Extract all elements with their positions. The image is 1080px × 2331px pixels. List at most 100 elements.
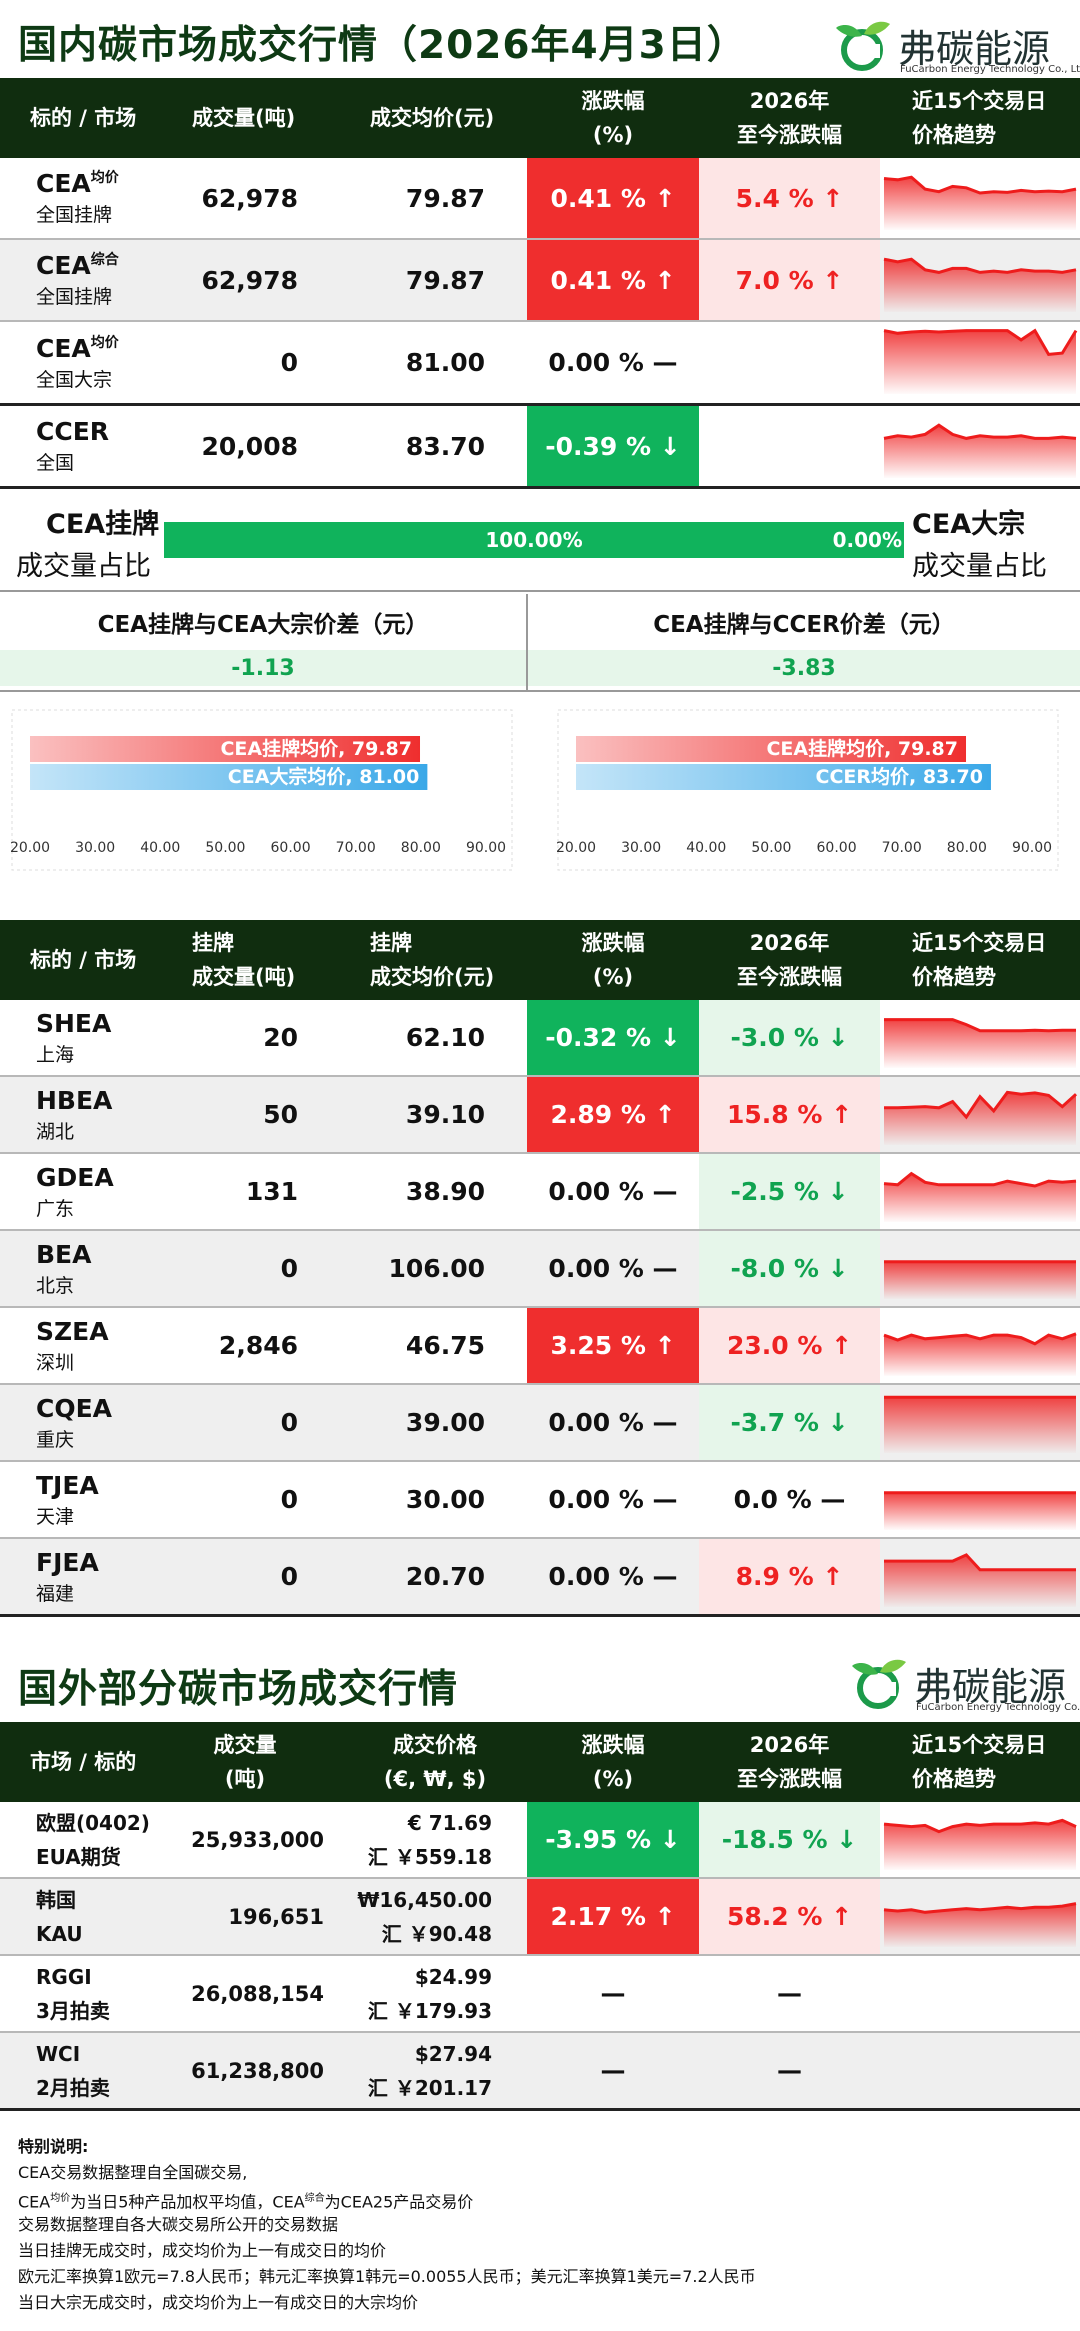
header-price-line2: 成交均价(元) (370, 965, 495, 989)
change-value: 3.25 % ↑ (527, 1308, 699, 1383)
share-bar-fill (164, 522, 904, 558)
header-ytd-line1: 2026年 (749, 931, 830, 955)
note-line: 交易数据整理自各大碳交易所公开的交易数据 (18, 2215, 339, 2234)
chart-tick-label: 50.00 (205, 840, 245, 856)
header-price: 挂牌 成交均价(元) (370, 920, 494, 1000)
change-value: 2.17 % ↑ (527, 1879, 699, 1954)
market-name: 全国 (36, 452, 75, 474)
market-name: 韩国 (36, 1887, 76, 1912)
market-name: 上海 (36, 1043, 75, 1066)
market-name: 福建 (36, 1582, 75, 1605)
note-line: CEA交易数据整理自全国碳交易, (18, 2163, 248, 2182)
ytd-value: — (777, 2056, 802, 2085)
price-value: $27.94 (414, 2041, 492, 2066)
chart-tick-label: 60.00 (817, 840, 857, 856)
trend-area (884, 1333, 1076, 1376)
price-value: 38.90 (405, 1177, 485, 1206)
header-ytd-line2: 至今涨跌幅 (737, 965, 842, 989)
table-row: CCER 全国 20,008 83.70 -0.39 % ↓ (0, 406, 1080, 489)
header-trend: 近15个交易日 价格趋势 (912, 78, 1046, 158)
header-price-line1: 挂牌 (370, 931, 412, 955)
foreign-table-header: 市场 / 标的 成交量 (吨) 成交价格 (€, ₩, $) 涨跌幅 (%) 2… (0, 1722, 1080, 1802)
chart-tick-label: 50.00 (751, 840, 791, 856)
trend-sparkline (883, 328, 1078, 394)
change-value: -0.32 % ↓ (527, 1000, 699, 1075)
price-value: 79.87 (405, 183, 485, 213)
trend-area (884, 330, 1076, 394)
market-name: 北京 (36, 1274, 75, 1297)
instrument-cell: HBEA 湖北 (36, 1077, 112, 1152)
trend-sparkline (882, 1962, 1078, 2024)
market-name: 湖北 (36, 1120, 75, 1143)
domestic-table-header: 标的 / 市场 成交量(吨) 成交均价(元) 涨跌幅 (%) 2026年 至今涨… (0, 78, 1080, 158)
foreign-title: 国外部分碳市场成交行情 (18, 1667, 459, 1712)
trend-line (883, 175, 1077, 195)
instrument-cell: BEA 北京 (36, 1231, 91, 1306)
note-line: CEA均价为当日5种产品加权平均值，CEA综合为CEA25产品交易价 (18, 2192, 474, 2212)
chart-tick-label: 80.00 (947, 840, 987, 856)
trend-line (883, 257, 1077, 274)
header-volume-line2: (吨) (224, 1767, 266, 1791)
diff-divider (526, 594, 528, 690)
volume-value: 25,933,000 (191, 1827, 324, 1852)
change-value: 0.00 % — (548, 1562, 678, 1591)
price-cny: 汇 ￥201.17 (367, 2075, 492, 2100)
price-value: ₩16,450.00 (357, 1887, 492, 1912)
table-row: GDEA 广东 131 38.90 0.00 % — -2.5 % ↓ (0, 1154, 1080, 1231)
header-change: 涨跌幅 (%) (527, 1722, 699, 1802)
header-volume-line1: 挂牌 (192, 931, 234, 955)
header-change-line1: 涨跌幅 (581, 89, 645, 113)
instrument-sup: 综合 (90, 252, 119, 268)
instrument-name: CEA (36, 169, 91, 198)
trend-area (884, 1397, 1076, 1453)
share-left-sub: 成交量占比 (16, 551, 151, 582)
instrument-cell: GDEA 广东 (36, 1154, 114, 1229)
chart-bar (30, 736, 421, 762)
change-value: 0.00 % — (548, 1485, 678, 1514)
table-row: 欧盟(0402) EUA期货 25,933,000 € 71.69 汇 ￥559.18 -… (0, 1802, 1080, 1879)
header-change-line1: 涨跌幅 (581, 1733, 645, 1757)
trend-line (883, 328, 1078, 356)
price-value: 46.75 (405, 1331, 485, 1360)
market-name: 全国挂牌 (36, 204, 113, 226)
trend-area (884, 1092, 1076, 1145)
header-change-line2: (%) (592, 965, 634, 989)
trend-sparkline (883, 423, 1077, 478)
chart-bar (576, 764, 991, 790)
trend-sparkline (883, 1818, 1077, 1870)
chart-bar-label: CEA挂牌均价, 79.87 (220, 737, 412, 760)
chart-bar-label: CEA大宗均价, 81.00 (228, 765, 420, 788)
table-row: WCI 2月拍卖 61,238,800 $27.94 汇 ￥201.17 — — (0, 2033, 1080, 2111)
table-row: SZEA 深圳 2,846 46.75 3.25 % ↑ 23.0 % ↑ (0, 1308, 1080, 1385)
instrument-name: CCER (36, 417, 110, 446)
trend-sparkline (883, 257, 1077, 312)
trend-sparkline (883, 1902, 1077, 1947)
trend-area (884, 1019, 1076, 1068)
trend-line (883, 1332, 1077, 1346)
trend-area (884, 425, 1076, 478)
diff-title-1: CEA挂牌与CEA大宗价差（元） (97, 612, 429, 638)
brand-logo-2: 弗碳能源 FuCarbon Energy Technology Co., Ltd (848, 1652, 1080, 1718)
trend-area (884, 1820, 1076, 1870)
price-value: 62.10 (405, 1023, 485, 1052)
trend-sparkline (884, 1090, 1078, 1145)
trend-area (884, 1903, 1076, 1947)
ytd-value: -2.5 % ↓ (699, 1154, 880, 1229)
price-value: 81.00 (405, 348, 485, 377)
share-left-pct: 100.00% (485, 528, 583, 552)
header-volume-line1: 成交量 (213, 1733, 277, 1757)
price-compare-chart-2: CEA挂牌均价, 79.87 CCER均价, 83.70 20.00 30.00 40.… (556, 709, 1059, 871)
ytd-value: 0.0 % — (733, 1485, 846, 1514)
trend-sparkline (883, 175, 1077, 230)
price-value: 83.70 (405, 431, 485, 461)
trend-line (884, 1090, 1078, 1120)
market-name: 全国大宗 (36, 368, 113, 391)
trend-area (884, 177, 1076, 230)
header-change-line2: (%) (592, 1767, 634, 1791)
trend-line (883, 1171, 1077, 1188)
price-value: 39.10 (405, 1100, 485, 1129)
volume-value: 62,978 (201, 265, 298, 295)
chart-tick-label: 60.00 (271, 840, 311, 856)
header-ytd: 2026年 至今涨跌幅 (699, 78, 880, 158)
table-row: CQEA 重庆 0 39.00 0.00 % — -3.7 % ↓ (0, 1385, 1080, 1462)
